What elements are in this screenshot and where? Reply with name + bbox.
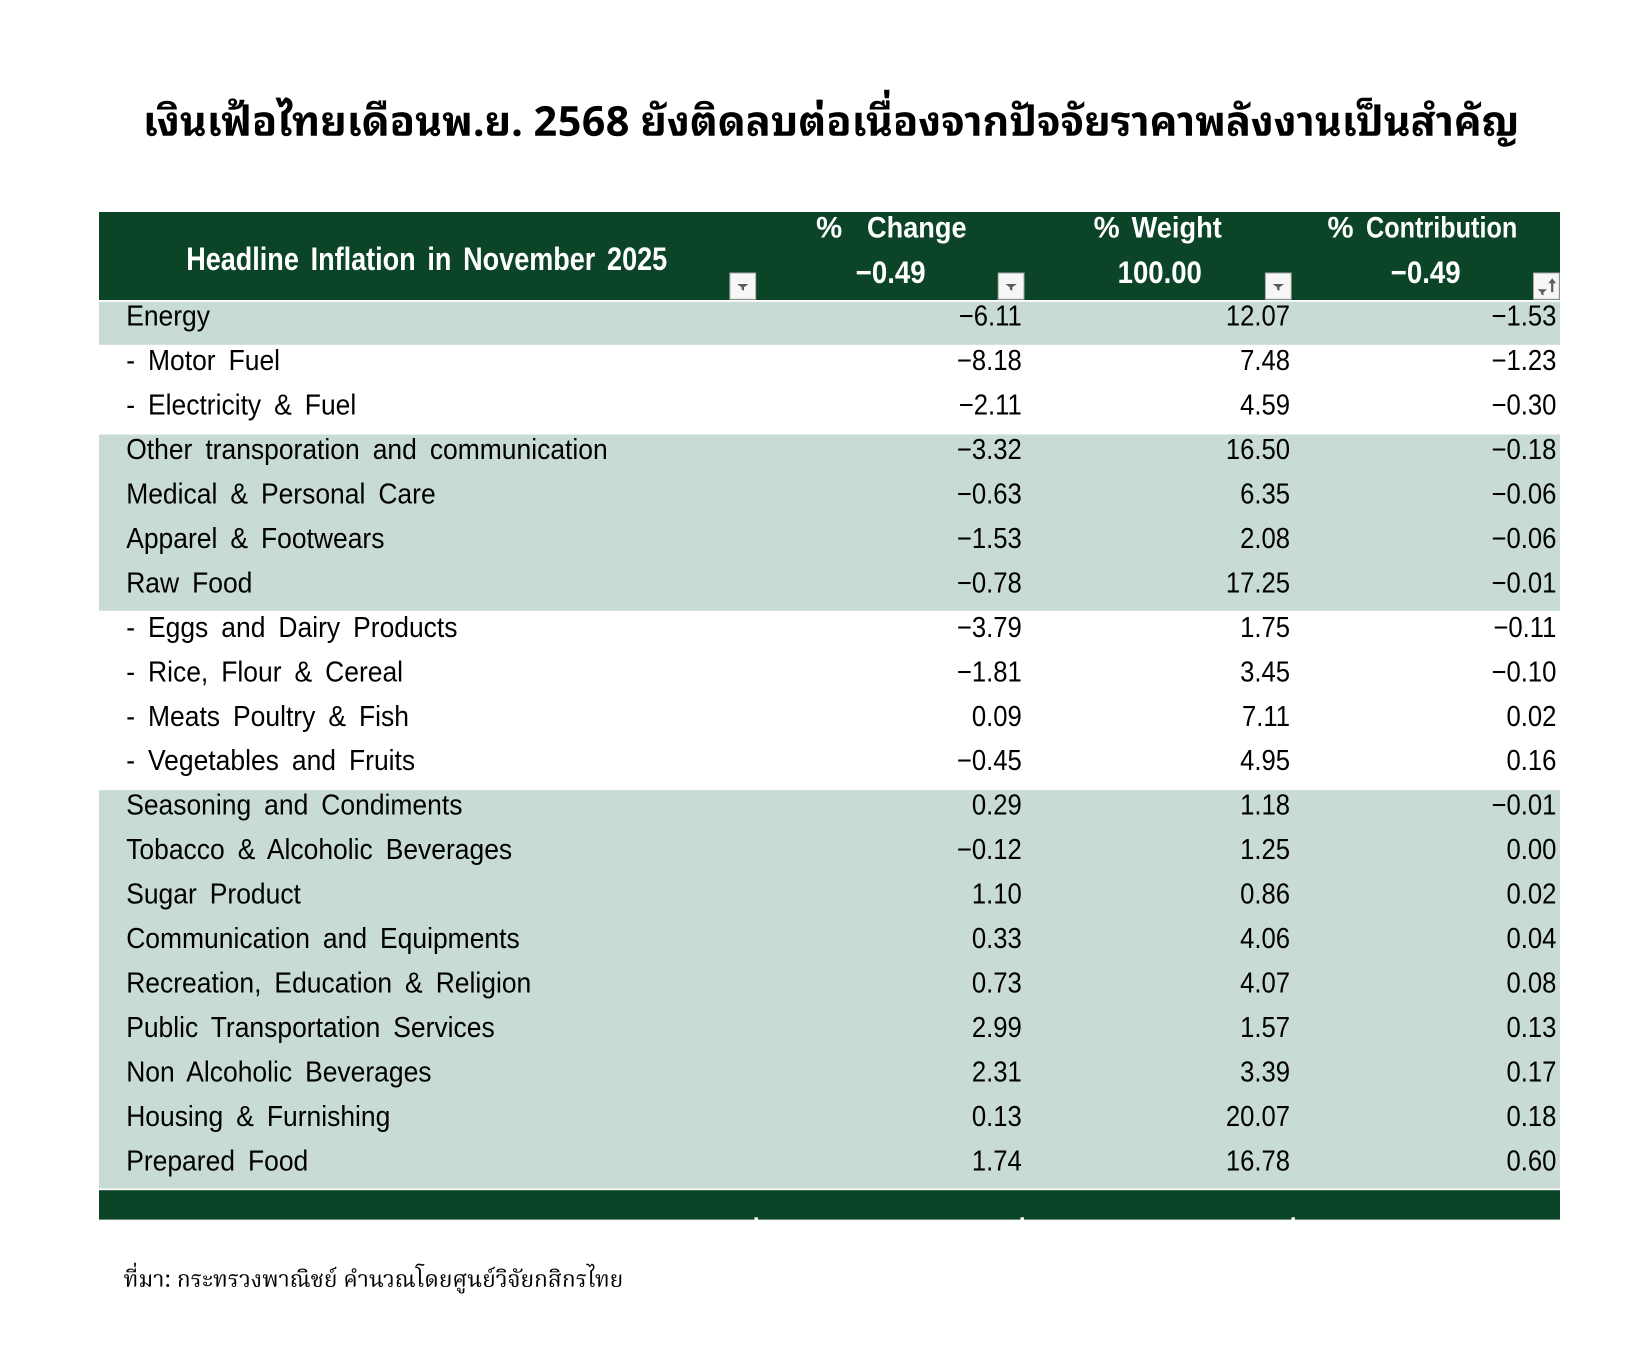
svg-text:4.59: 4.59 bbox=[1240, 388, 1290, 421]
svg-text:Energy: Energy bbox=[126, 300, 210, 332]
svg-text:−0.06: −0.06 bbox=[1491, 477, 1556, 510]
svg-text:−1.23: −1.23 bbox=[1491, 344, 1556, 377]
svg-text:−0.01: −0.01 bbox=[1491, 566, 1556, 599]
svg-text:0.02: 0.02 bbox=[1506, 877, 1556, 910]
svg-text:16.50: 16.50 bbox=[1226, 433, 1290, 466]
svg-text:Raw Food: Raw Food bbox=[126, 566, 252, 598]
svg-text:−8.18: −8.18 bbox=[957, 344, 1022, 377]
svg-text:−6.11: −6.11 bbox=[959, 299, 1022, 332]
svg-text:Public Transportation Services: Public Transportation Services bbox=[126, 1011, 494, 1043]
svg-text:−1.53: −1.53 bbox=[1491, 299, 1556, 332]
svg-text:Non Alcoholic Beverages: Non Alcoholic Beverages bbox=[126, 1055, 431, 1087]
svg-text:Medical & Personal Care: Medical & Personal Care bbox=[126, 477, 435, 509]
svg-text:0.29: 0.29 bbox=[972, 788, 1022, 821]
svg-text:- Motor Fuel: - Motor Fuel bbox=[126, 344, 280, 376]
svg-text:−1.53: −1.53 bbox=[957, 522, 1022, 555]
svg-text:6.35: 6.35 bbox=[1240, 477, 1290, 510]
svg-text:0.02: 0.02 bbox=[1506, 699, 1556, 732]
svg-text:16.78: 16.78 bbox=[1226, 1144, 1290, 1177]
svg-text:7.11: 7.11 bbox=[1242, 699, 1290, 732]
svg-text:0.33: 0.33 bbox=[972, 922, 1022, 955]
svg-text:−0.10: −0.10 bbox=[1491, 655, 1556, 688]
svg-text:1.75: 1.75 bbox=[1240, 611, 1290, 644]
svg-text:%: % bbox=[1328, 212, 1354, 245]
svg-text:0.73: 0.73 bbox=[972, 966, 1022, 999]
svg-text:1.18: 1.18 bbox=[1240, 788, 1290, 821]
svg-text:100.00: 100.00 bbox=[1118, 255, 1202, 290]
svg-text:%: % bbox=[816, 212, 842, 245]
svg-text:0.09: 0.09 bbox=[972, 699, 1022, 732]
svg-text:0.86: 0.86 bbox=[1240, 877, 1290, 910]
svg-text:0.18: 0.18 bbox=[1506, 1100, 1556, 1133]
svg-text:- Vegetables and Fruits: - Vegetables and Fruits bbox=[126, 744, 415, 776]
svg-text:−0.63: −0.63 bbox=[957, 477, 1022, 510]
svg-text:0.13: 0.13 bbox=[1506, 1011, 1556, 1044]
svg-text:7.48: 7.48 bbox=[1240, 344, 1290, 377]
svg-text:- Rice, Flour & Cereal: - Rice, Flour & Cereal bbox=[126, 655, 403, 687]
svg-text:−3.79: −3.79 bbox=[957, 611, 1022, 644]
svg-text:1.10: 1.10 bbox=[972, 877, 1022, 910]
svg-text:4.07: 4.07 bbox=[1240, 966, 1290, 999]
svg-text:Prepared Food: Prepared Food bbox=[126, 1144, 308, 1176]
svg-text:Seasoning and Condiments: Seasoning and Condiments bbox=[126, 789, 462, 821]
svg-text:−0.06: −0.06 bbox=[1491, 522, 1556, 555]
svg-text:4.06: 4.06 bbox=[1240, 922, 1290, 955]
svg-text:- Eggs and Dairy Products: - Eggs and Dairy Products bbox=[126, 611, 457, 643]
svg-text:0.08: 0.08 bbox=[1506, 966, 1556, 999]
svg-text:−0.45: −0.45 bbox=[957, 744, 1022, 777]
svg-text:1.74: 1.74 bbox=[972, 1144, 1022, 1177]
svg-text:−0.18: −0.18 bbox=[1491, 433, 1556, 466]
svg-text:−0.49: −0.49 bbox=[856, 255, 926, 290]
svg-text:2.31: 2.31 bbox=[972, 1055, 1022, 1088]
svg-text:3.45: 3.45 bbox=[1240, 655, 1290, 688]
svg-text:0.60: 0.60 bbox=[1506, 1144, 1556, 1177]
svg-text:17.25: 17.25 bbox=[1226, 566, 1290, 599]
svg-text:2.99: 2.99 bbox=[972, 1011, 1022, 1044]
svg-text:Change: Change bbox=[867, 211, 967, 244]
svg-text:0.00: 0.00 bbox=[1506, 833, 1556, 866]
svg-text:−2.11: −2.11 bbox=[959, 388, 1022, 421]
svg-text:- Meats Poultry & Fish: - Meats Poultry & Fish bbox=[126, 700, 409, 732]
svg-text:2.08: 2.08 bbox=[1240, 522, 1290, 555]
svg-text:Recreation, Education & Religi: Recreation, Education & Religion bbox=[126, 966, 531, 998]
svg-text:1.25: 1.25 bbox=[1240, 833, 1290, 866]
svg-text:Tobacco & Alcoholic Beverages: Tobacco & Alcoholic Beverages bbox=[126, 833, 512, 865]
svg-text:20.07: 20.07 bbox=[1226, 1100, 1290, 1133]
svg-text:0.13: 0.13 bbox=[972, 1100, 1022, 1133]
svg-text:−0.78: −0.78 bbox=[957, 566, 1022, 599]
svg-text:−0.49: −0.49 bbox=[1391, 255, 1461, 290]
svg-text:0.04: 0.04 bbox=[1506, 922, 1556, 955]
svg-text:Other transporation and commun: Other transporation and communication bbox=[126, 433, 607, 465]
svg-text:0.17: 0.17 bbox=[1506, 1055, 1556, 1088]
svg-text:- Electricity & Fuel: - Electricity & Fuel bbox=[126, 388, 356, 420]
svg-text:−0.30: −0.30 bbox=[1491, 388, 1556, 421]
svg-text:1.57: 1.57 bbox=[1240, 1011, 1290, 1044]
svg-text:Apparel & Footwears: Apparel & Footwears bbox=[126, 522, 384, 554]
svg-text:0.16: 0.16 bbox=[1506, 744, 1556, 777]
svg-text:−0.12: −0.12 bbox=[957, 833, 1022, 866]
svg-text:3.39: 3.39 bbox=[1240, 1055, 1290, 1088]
svg-text:4.95: 4.95 bbox=[1240, 744, 1290, 777]
svg-text:−1.81: −1.81 bbox=[957, 655, 1022, 688]
svg-text:Communication and Equipments: Communication and Equipments bbox=[126, 922, 520, 954]
svg-text:Headline Inflation in November: Headline Inflation in November 2025 bbox=[186, 242, 667, 278]
svg-text:Housing & Furnishing: Housing & Furnishing bbox=[126, 1100, 390, 1132]
svg-text:12.07: 12.07 bbox=[1226, 299, 1290, 332]
svg-text:%: % bbox=[1094, 212, 1120, 245]
svg-text:Contribution: Contribution bbox=[1366, 211, 1517, 244]
svg-text:−0.01: −0.01 bbox=[1491, 788, 1556, 821]
svg-text:Weight: Weight bbox=[1132, 211, 1223, 244]
svg-text:−0.11: −0.11 bbox=[1493, 611, 1556, 644]
svg-text:Sugar Product: Sugar Product bbox=[126, 877, 301, 909]
svg-text:−3.32: −3.32 bbox=[957, 433, 1022, 466]
